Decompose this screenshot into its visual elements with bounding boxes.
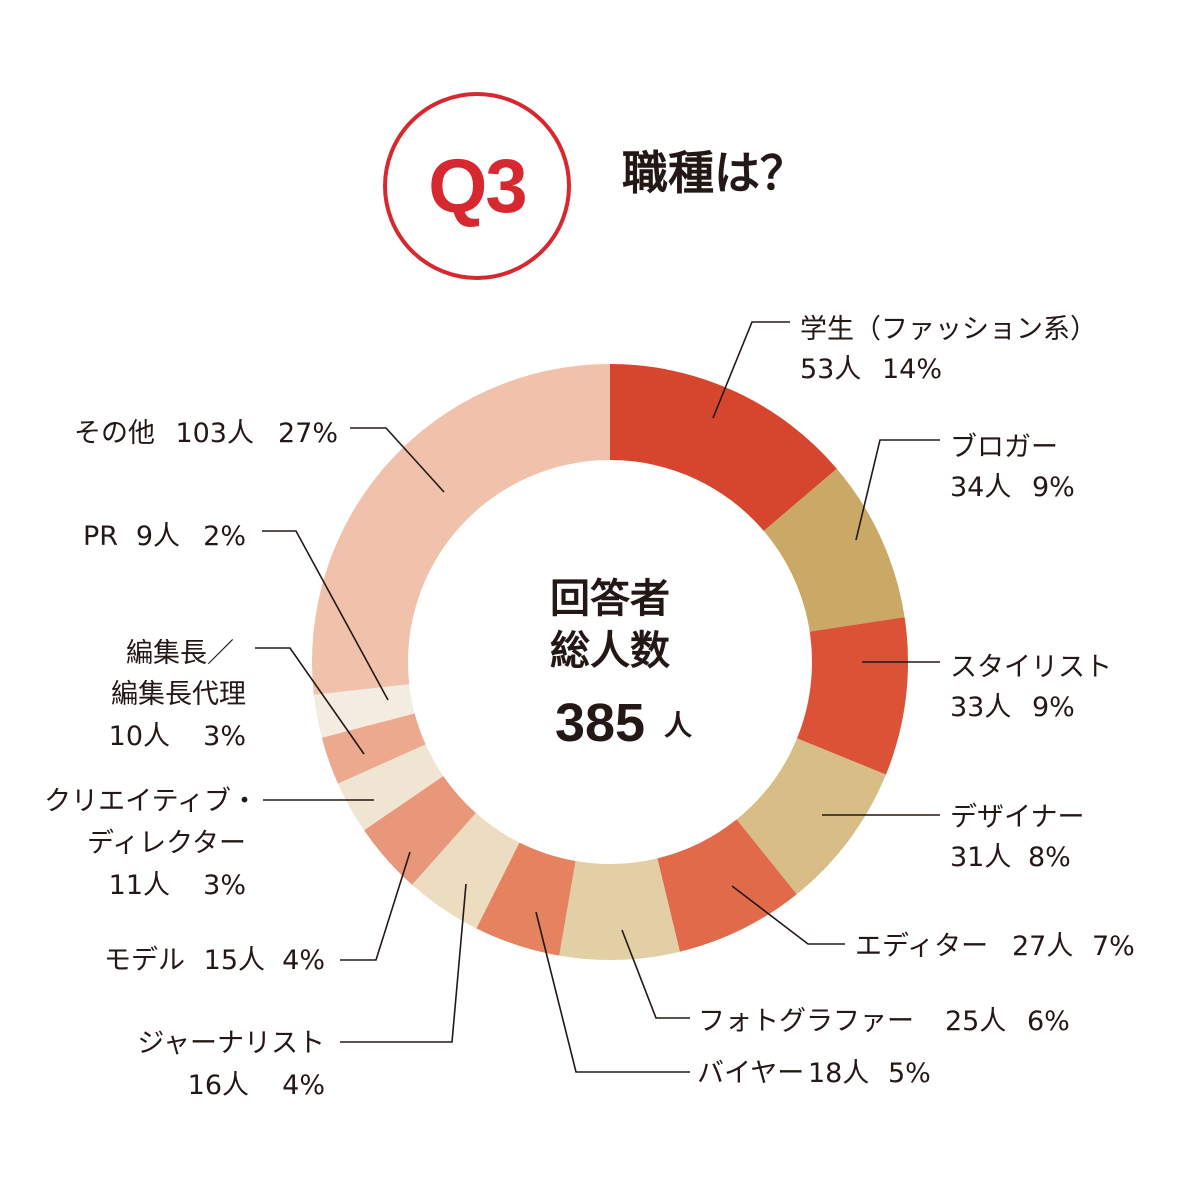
label-chief-editor-count: 10人 <box>109 721 170 752</box>
leader-line-5 <box>621 929 690 1019</box>
leader-line-4 <box>731 885 845 945</box>
leader-line-11 <box>262 530 389 701</box>
question-number-badge: Q3 <box>383 92 571 280</box>
donut-slice-12 <box>311 364 610 695</box>
label-pr-percent: 2% <box>203 521 246 552</box>
donut-slice-5 <box>559 858 680 961</box>
label-journalist-percent: 4% <box>282 1070 325 1101</box>
donut-slice-3 <box>736 738 886 895</box>
label-stylist-count: 33人 <box>950 692 1011 723</box>
donut-slices <box>311 364 908 961</box>
leader-line-1 <box>855 439 940 541</box>
label-buyer-count: 18人 <box>808 1058 869 1089</box>
label-student-count: 53人 <box>800 354 861 385</box>
donut-slice-8 <box>364 776 476 885</box>
center-label-line2: 総人数 <box>550 628 670 674</box>
label-creative-director-line1: クリエイティブ・ <box>44 786 258 817</box>
label-blogger-count: 34人 <box>950 472 1011 503</box>
center-label-line1: 回答者 <box>550 576 670 622</box>
label-editor-count: 27人 <box>1012 931 1073 962</box>
leader-lines <box>255 321 940 1073</box>
label-editor-name: エディター <box>855 931 988 962</box>
label-creative-director-line2: ディレクター <box>87 828 246 859</box>
label-chief-editor-line1: 編集長／ <box>126 638 234 669</box>
label-chief-editor-percent: 3% <box>203 721 246 752</box>
question-number: Q3 <box>428 143 527 229</box>
question-title: 職種は？ <box>622 146 806 200</box>
leader-line-12 <box>350 427 445 493</box>
label-designer-count: 31人 <box>950 842 1011 873</box>
label-creative-director-percent: 3% <box>203 870 246 901</box>
label-pr-name: PR <box>83 521 118 552</box>
label-model-count: 15人 <box>204 945 265 976</box>
leader-line-8 <box>340 851 411 961</box>
label-stylist-percent: 9% <box>1032 692 1075 723</box>
label-photographer-count: 25人 <box>945 1006 1006 1037</box>
label-other-name: その他 <box>74 418 155 449</box>
label-creative-director-count: 11人 <box>109 870 170 901</box>
donut-slice-4 <box>657 819 797 952</box>
label-other-percent: 27% <box>278 418 338 449</box>
label-model-name: モデル <box>104 945 185 976</box>
center-total: 385 <box>555 693 645 753</box>
leader-line-6 <box>535 911 690 1073</box>
label-model-percent: 4% <box>282 945 325 976</box>
label-buyer-name: バイヤー <box>697 1058 804 1089</box>
donut-slice-6 <box>476 842 576 956</box>
label-blogger-percent: 9% <box>1032 472 1075 503</box>
donut-slice-10 <box>321 713 426 784</box>
center-unit: 人 <box>664 709 692 742</box>
label-other-count: 103人 <box>175 418 254 449</box>
label-journalist-name: ジャーナリスト <box>137 1028 325 1059</box>
label-student-percent: 14% <box>882 354 942 385</box>
leader-line-7 <box>340 883 467 1043</box>
donut-slice-9 <box>337 744 444 831</box>
donut-slice-1 <box>763 468 905 632</box>
donut-slice-0 <box>610 364 837 531</box>
label-blogger-name: ブロガー <box>950 432 1058 463</box>
leader-line-0 <box>712 321 790 419</box>
label-designer-name: デザイナー <box>950 802 1084 833</box>
slice-labels: 学生（ファッション系） 53人 14% ブロガー 34人 9% スタイリスト 3… <box>44 314 1135 1101</box>
label-buyer-percent: 5% <box>888 1058 931 1089</box>
label-stylist-name: スタイリスト <box>950 652 1112 683</box>
label-designer-percent: 8% <box>1028 842 1071 873</box>
label-photographer-name: フォトグラファー <box>698 1006 914 1037</box>
leader-line-10 <box>255 647 365 755</box>
label-photographer-percent: 6% <box>1027 1006 1070 1037</box>
donut-slice-7 <box>412 813 520 929</box>
donut-slice-2 <box>797 617 908 775</box>
label-chief-editor-line2: 編集長代理 <box>111 679 246 710</box>
label-journalist-count: 16人 <box>188 1070 249 1101</box>
label-pr-count: 9人 <box>136 521 180 552</box>
label-editor-percent: 7% <box>1092 931 1135 962</box>
donut-slice-11 <box>313 684 415 738</box>
label-student-name: 学生（ファッション系） <box>800 314 1097 345</box>
